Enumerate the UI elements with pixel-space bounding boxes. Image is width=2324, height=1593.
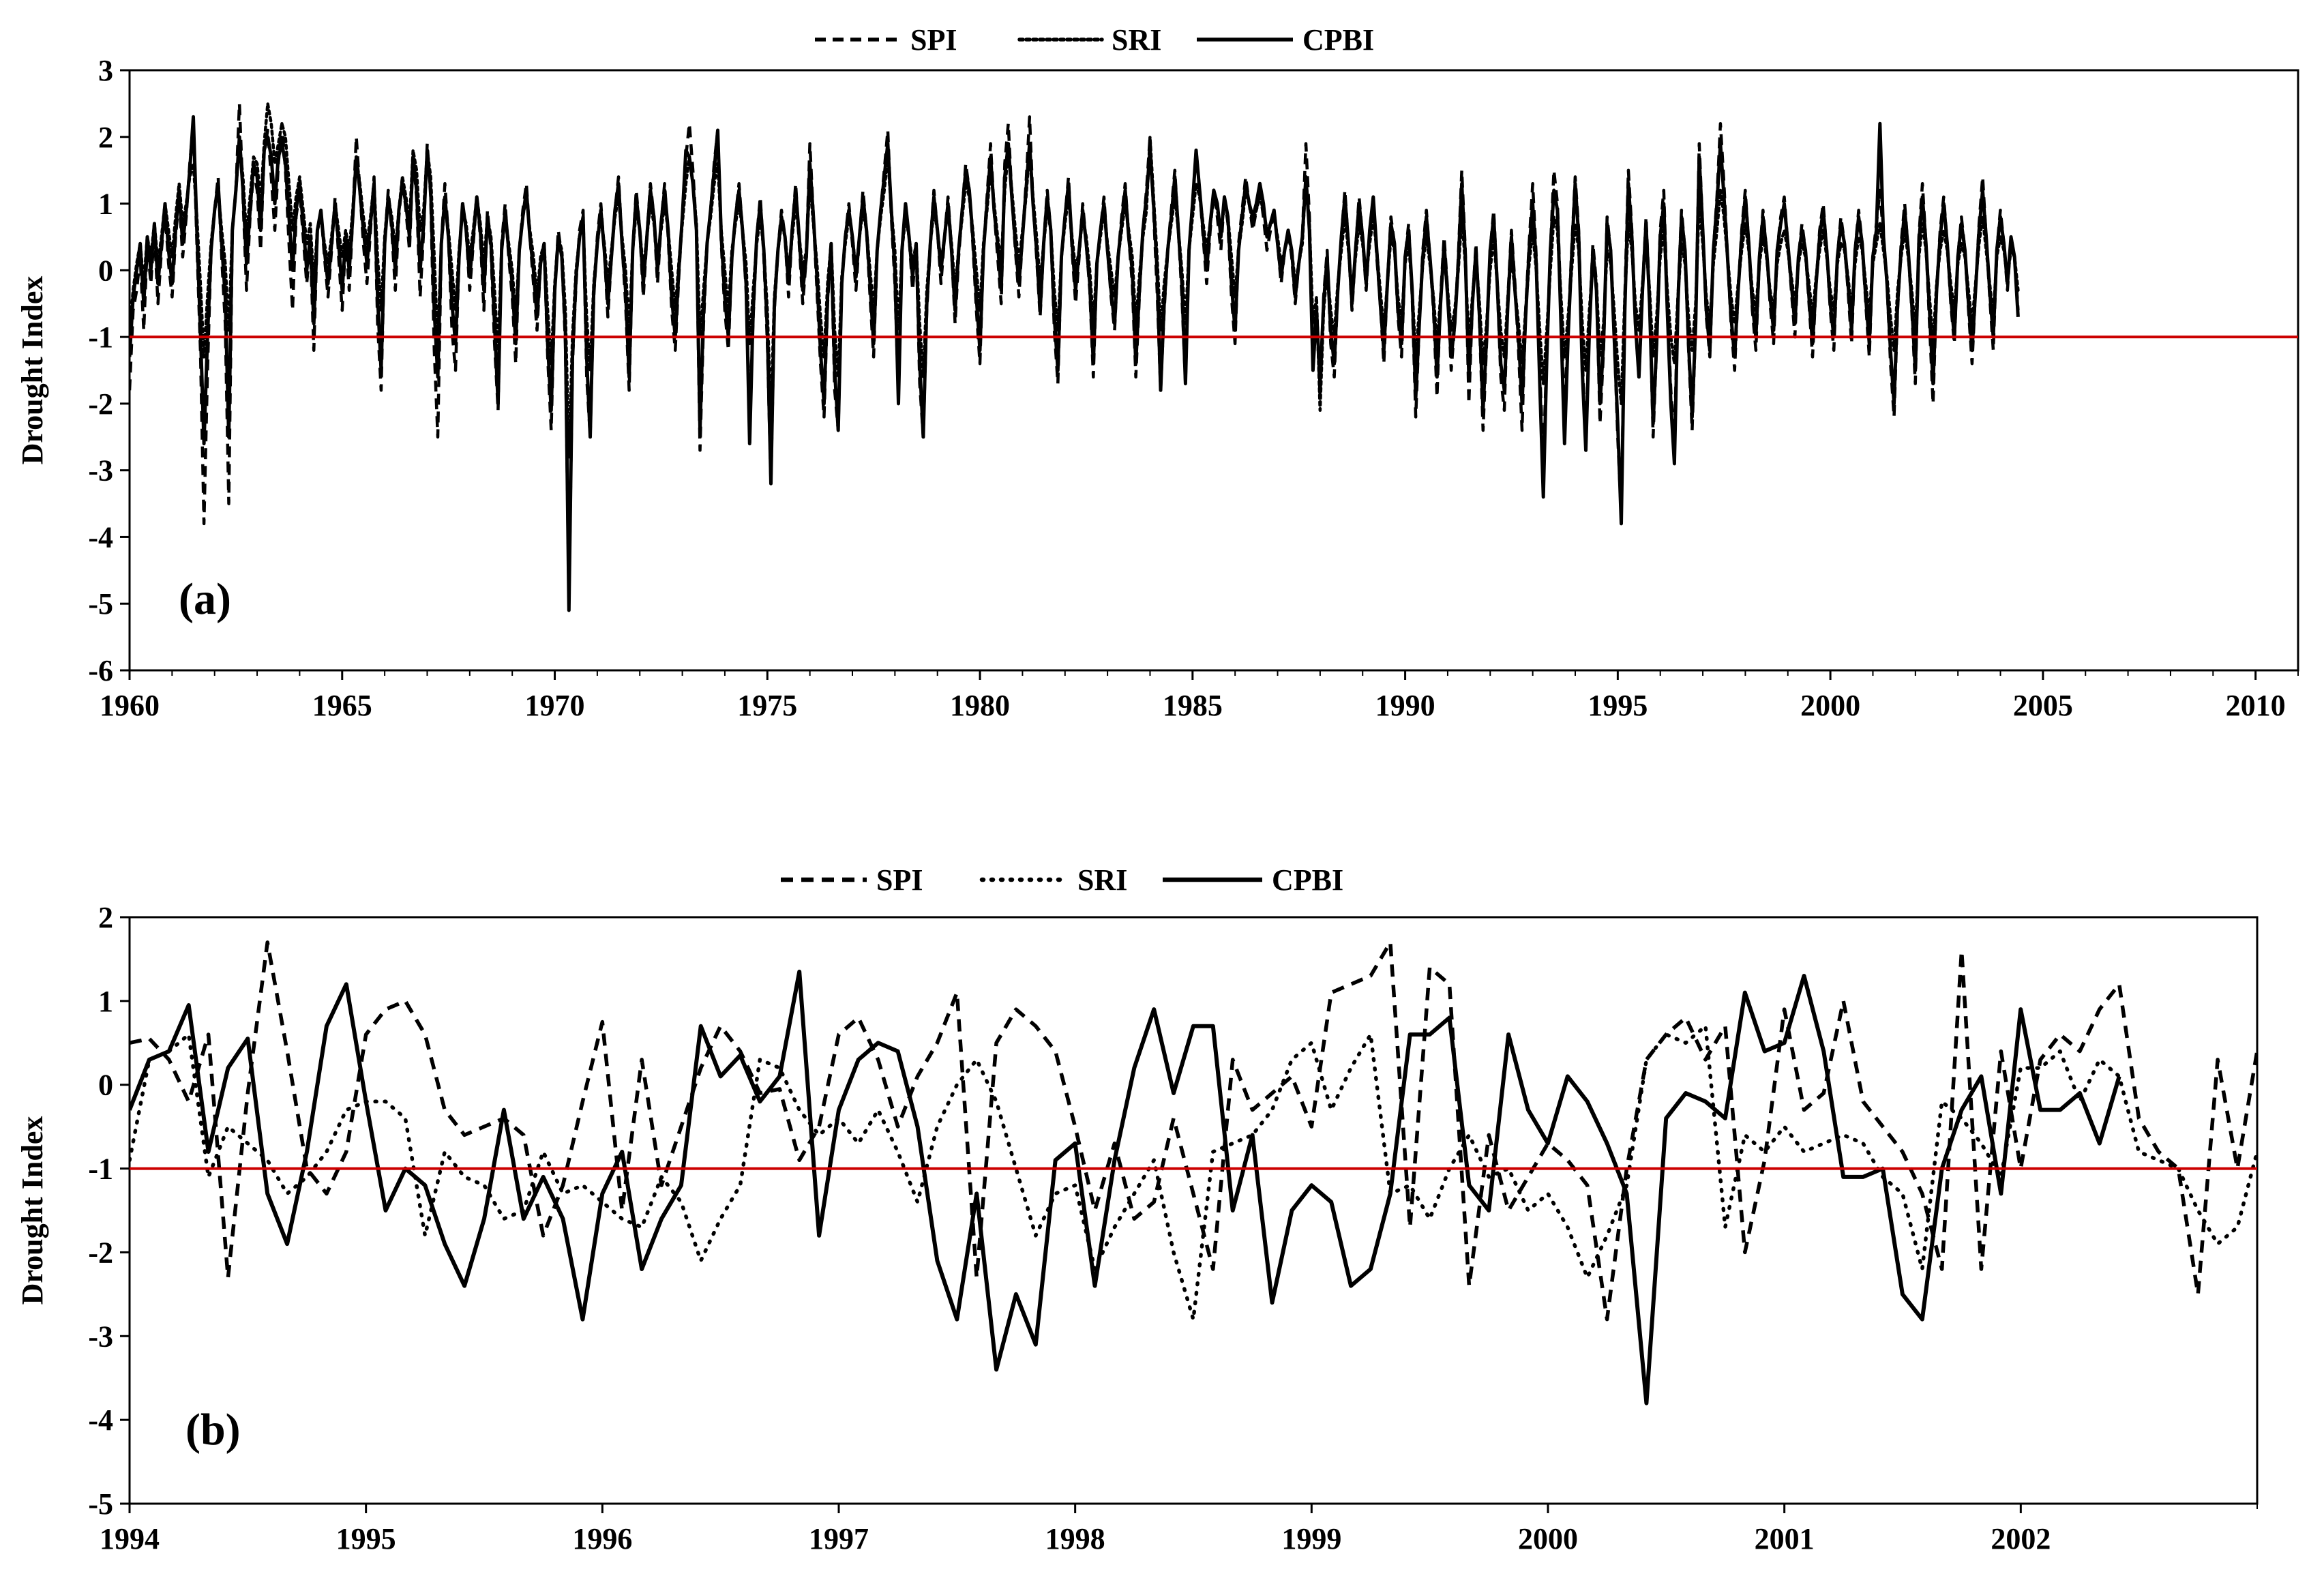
x-tick-label: 1997 xyxy=(809,1522,869,1555)
legend-label-spi: SPI xyxy=(910,23,957,57)
series-group xyxy=(130,102,2020,612)
y-tick-label: -1 xyxy=(88,1152,113,1186)
x-tick-label: 1970 xyxy=(525,689,585,722)
x-tick-label: 2010 xyxy=(2226,689,2286,722)
y-tick-label: -6 xyxy=(88,654,113,687)
legend: SPI SRI CPBI xyxy=(815,23,1374,57)
series-line-cpbi xyxy=(130,115,2020,612)
y-tick-label: 1 xyxy=(98,188,113,221)
chart-panel-b: -5 -4 -3 -2 -1 0 1 2 1994 1995 1996 1997 1998 1999 200… xyxy=(16,863,2259,1555)
x-tick-label: 1994 xyxy=(100,1522,160,1555)
series-line-sri xyxy=(130,1024,2257,1322)
y-axis-title: Drought Index xyxy=(16,1116,49,1305)
x-tick-label: 1998 xyxy=(1045,1522,1105,1555)
y-tick-label: 0 xyxy=(98,1069,113,1102)
y-tick-label: -5 xyxy=(88,1487,113,1521)
x-tick-label: 1995 xyxy=(1588,689,1648,722)
legend-label-spi: SPI xyxy=(876,863,923,897)
y-tick-label: 1 xyxy=(98,985,113,1018)
x-tick-label: 1995 xyxy=(336,1522,396,1555)
y-tick-label: -2 xyxy=(88,1236,113,1269)
y-tick-label: 2 xyxy=(98,901,113,934)
x-tick-label: 2000 xyxy=(1518,1522,1578,1555)
x-tick-label: 2001 xyxy=(1755,1522,1815,1555)
series-line-cpbi xyxy=(130,969,2121,1405)
legend-label-sri: SRI xyxy=(1077,863,1127,897)
series-line-spi xyxy=(130,940,2257,1322)
y-tick-label: -2 xyxy=(88,387,113,421)
y-tick-label: -3 xyxy=(88,1320,113,1353)
y-tick-label: -3 xyxy=(88,454,113,488)
panel-label: (a) xyxy=(179,574,231,624)
legend-label-cpbi: CPBI xyxy=(1302,23,1374,57)
y-tick-label: 0 xyxy=(98,254,113,287)
y-tick-label: 2 xyxy=(98,121,113,154)
legend: SPI SRI CPBI xyxy=(781,863,1343,897)
x-tick-label: 2000 xyxy=(1800,689,1860,722)
x-tick-label: 1975 xyxy=(737,689,797,722)
y-tick-label: -4 xyxy=(88,1403,113,1437)
x-tick-label: 2002 xyxy=(1991,1522,2051,1555)
x-tick-label: 2005 xyxy=(2013,689,2073,722)
x-tick-label: 1965 xyxy=(312,689,372,722)
panel-label: (b) xyxy=(185,1405,241,1455)
series-group xyxy=(130,940,2257,1405)
legend-label-cpbi: CPBI xyxy=(1272,863,1343,897)
x-tick-label: 1960 xyxy=(100,689,160,722)
x-tick-label: 1990 xyxy=(1375,689,1435,722)
x-tick-label: 1985 xyxy=(1163,689,1223,722)
y-tick-label: -1 xyxy=(88,321,113,354)
y-tick-label: -5 xyxy=(88,587,113,621)
y-tick-label: -4 xyxy=(88,520,113,554)
legend-label-sri: SRI xyxy=(1112,23,1161,57)
y-tick-label: 3 xyxy=(98,54,113,87)
plot-area-frame xyxy=(128,916,2259,1505)
x-tick-label: 1980 xyxy=(950,689,1010,722)
x-tick-label: 1999 xyxy=(1281,1522,1341,1555)
chart-panel-a: -6 -5 -4 -3 -2 -1 0 1 2 3 1960 1965 1970 1975 1980 1985… xyxy=(16,23,2299,722)
y-axis-title: Drought Index xyxy=(16,276,49,465)
x-tick-label: 1996 xyxy=(572,1522,632,1555)
